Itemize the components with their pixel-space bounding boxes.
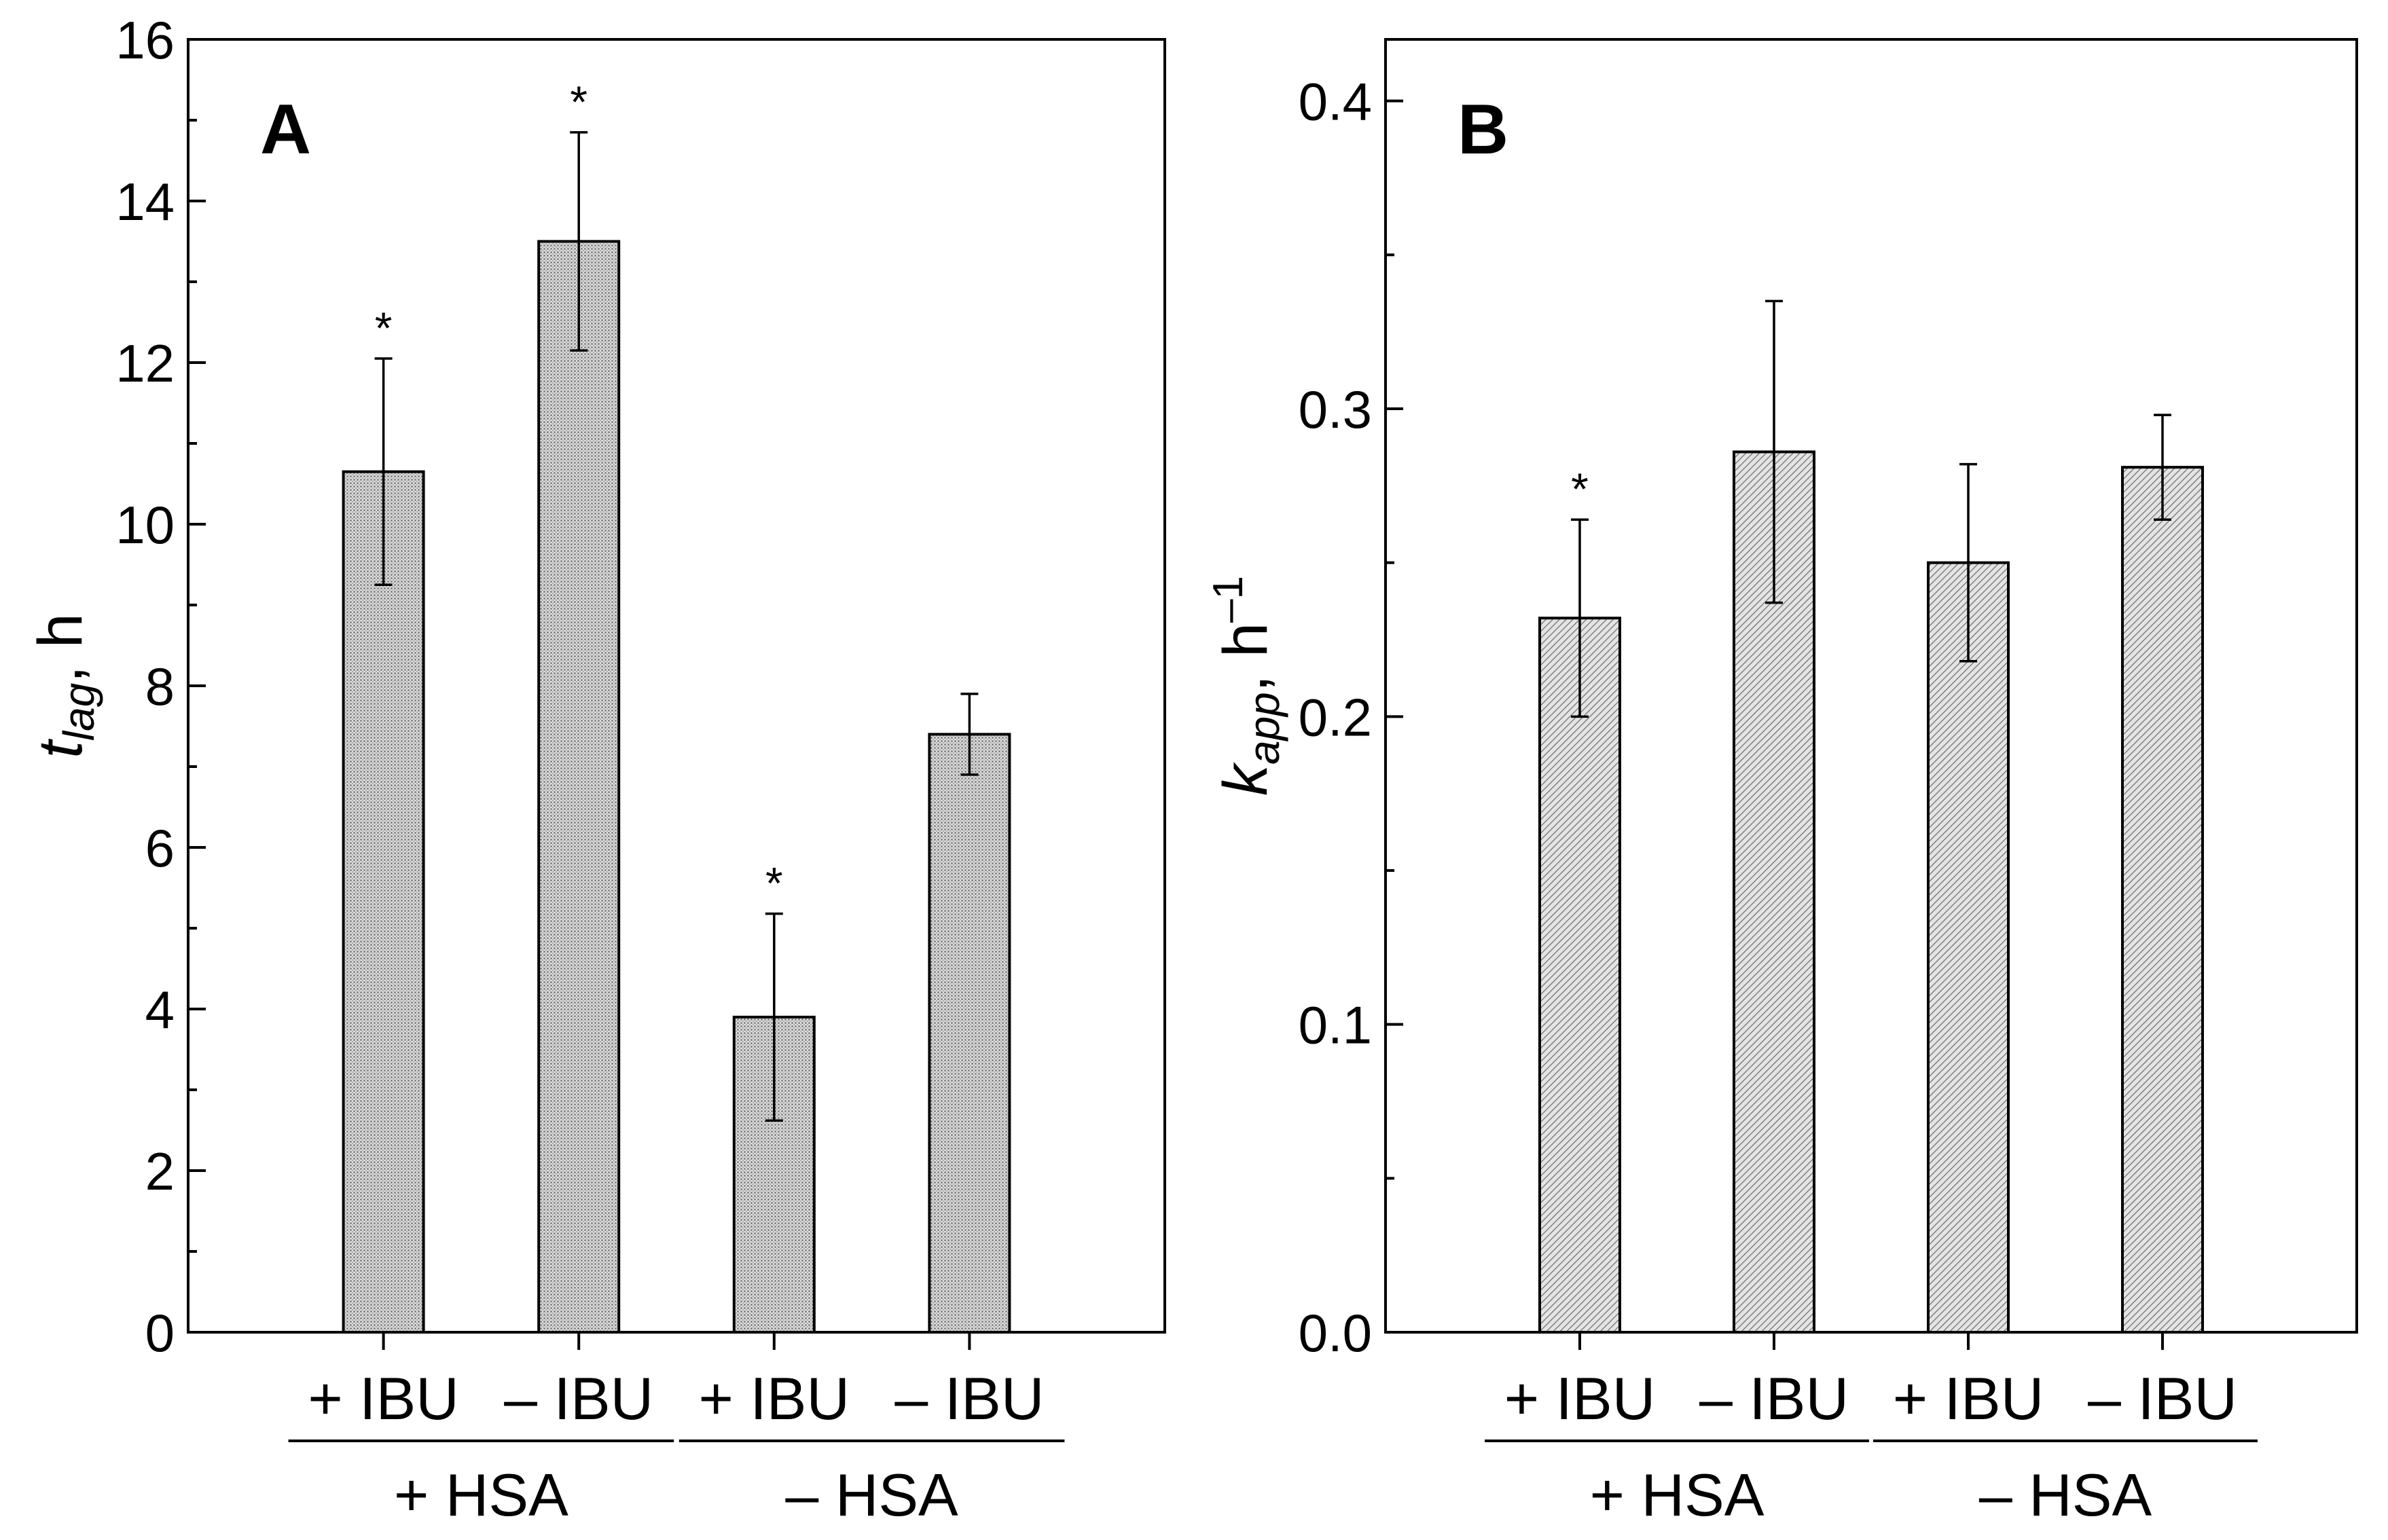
y-tick-label: 0.0 — [1299, 1303, 1372, 1363]
x-group-label: + HSA — [394, 1461, 568, 1528]
y-axis-title-unit: , h — [26, 613, 95, 682]
x-category-label: – IBU — [1699, 1365, 1849, 1432]
y-tick-label: 14 — [115, 172, 175, 232]
panel-a: 0 2 4 6 8 10 12 14 16 tlag, h * + IBU * – IBU * + IBU – … — [26, 10, 1166, 1528]
y-axis-title-subscript: lag — [54, 682, 103, 741]
y-axis-title-superscript: –1 — [1205, 576, 1252, 623]
bar — [2122, 467, 2203, 1333]
y-tick-label: 4 — [145, 980, 175, 1040]
y-axis-title-main: t — [26, 739, 95, 758]
x-category-label: + IBU — [1893, 1365, 2044, 1432]
y-tick-label: 0 — [145, 1303, 175, 1363]
y-tick-label: 0.3 — [1299, 380, 1372, 439]
x-group-label: – HSA — [785, 1461, 958, 1528]
significance-mark: * — [375, 303, 393, 353]
x-category-label: – IBU — [2088, 1365, 2237, 1432]
significance-mark: * — [570, 77, 587, 127]
y-tick-label: 0.4 — [1299, 72, 1372, 132]
bar — [1928, 562, 2008, 1332]
bar — [1540, 618, 1620, 1333]
x-group-label: – HSA — [1979, 1461, 2152, 1528]
y-tick-label: 16 — [115, 10, 175, 70]
x-category-label: – IBU — [894, 1365, 1044, 1432]
x-category-label: + IBU — [699, 1365, 850, 1432]
panel-b: 0.0 0.1 0.2 0.3 0.4 kapp, h–1 * + IBU – IBU + IBU… — [1205, 38, 2358, 1528]
y-axis-title: tlag, h — [26, 613, 103, 758]
y-tick-label: 12 — [115, 333, 175, 393]
y-tick-label: 0.2 — [1299, 687, 1372, 747]
y-tick-label: 2 — [145, 1141, 175, 1201]
panel-label: B — [1458, 90, 1508, 169]
plot-frame — [187, 38, 1166, 1334]
plot-frame — [1384, 38, 2358, 1334]
panel-label: A — [260, 90, 311, 169]
bar — [929, 734, 1010, 1332]
y-tick-label: 10 — [115, 495, 175, 555]
y-axis-title-unit: , h — [1211, 623, 1280, 692]
significance-mark: * — [1571, 464, 1589, 514]
x-category-label: + IBU — [1504, 1365, 1656, 1432]
y-axis-title-main: k — [1211, 762, 1280, 796]
y-tick-label: 8 — [145, 657, 175, 716]
y-tick-label: 0.1 — [1299, 995, 1372, 1055]
y-axis-title-subscript: app — [1240, 692, 1288, 765]
significance-mark: * — [765, 858, 783, 909]
bar — [539, 241, 619, 1332]
x-category-label: – IBU — [504, 1365, 653, 1432]
x-group-label: + HSA — [1590, 1461, 1765, 1528]
y-axis-title: kapp, h–1 — [1205, 576, 1288, 796]
bar — [343, 471, 424, 1332]
x-category-label: + IBU — [308, 1365, 459, 1432]
y-tick-label: 6 — [145, 818, 175, 878]
